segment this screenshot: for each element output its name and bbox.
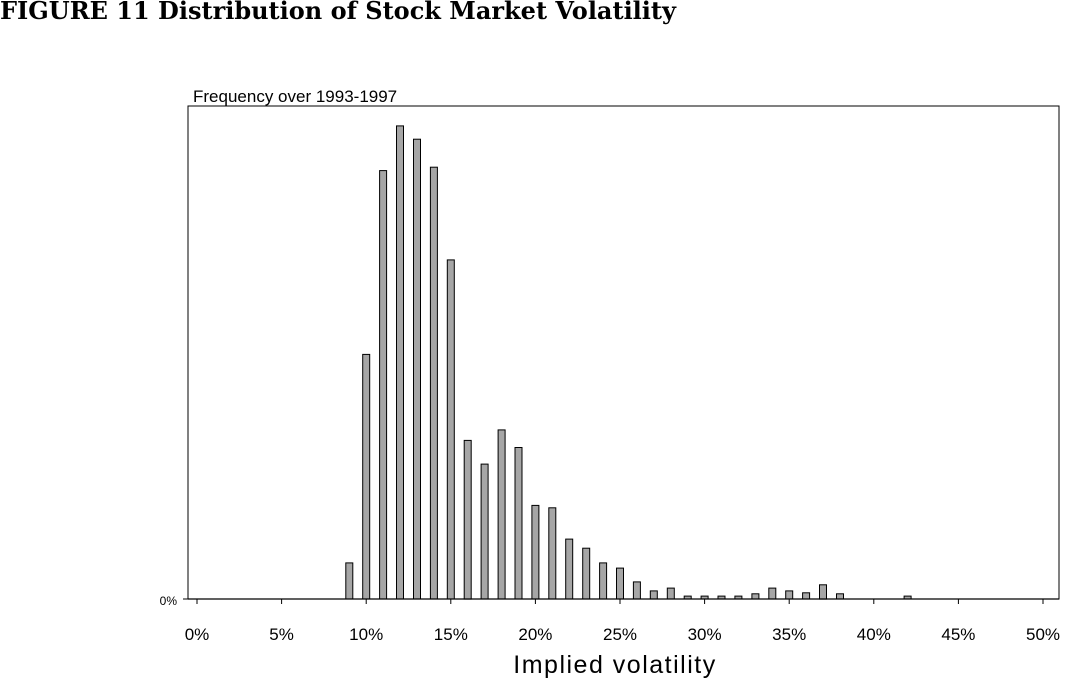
plot-area <box>187 105 1060 600</box>
histogram-bar <box>463 439 472 600</box>
histogram-bar <box>379 170 388 600</box>
histogram-bar <box>599 562 608 600</box>
x-tick-group: 0% 5% 10% 15% 20% 25% 30% 35% 40% 45% 50% <box>185 599 1060 644</box>
histogram-bar <box>666 587 675 600</box>
histogram-bar <box>802 592 811 600</box>
x-tick-label: 20% <box>518 625 552 644</box>
figure-title: FIGURE 11 Distribution of Stock Market V… <box>0 0 676 25</box>
x-tick-label: 15% <box>434 625 468 644</box>
histogram-bar <box>362 353 371 600</box>
x-tick-label: 45% <box>941 625 975 644</box>
histogram-bar <box>751 593 760 600</box>
histogram-bar <box>582 547 591 600</box>
histogram-bar <box>345 562 354 600</box>
histogram-bar <box>396 125 404 600</box>
histogram-bar <box>632 581 641 600</box>
x-tick-label: 30% <box>688 625 722 644</box>
histogram-bar <box>616 567 624 600</box>
x-tick-label: 10% <box>349 625 383 644</box>
histogram-bar <box>785 590 794 600</box>
x-tick-label: 40% <box>857 625 891 644</box>
histogram-bar <box>514 447 523 600</box>
x-axis-label: Implied volatility <box>513 651 716 679</box>
chart-subtitle: Frequency over 1993-1997 <box>193 87 397 106</box>
x-tick-label: 35% <box>772 625 806 644</box>
histogram-bar <box>819 584 827 600</box>
histogram-bar <box>768 587 777 600</box>
histogram-bar <box>497 429 506 600</box>
histogram-bar <box>446 259 455 600</box>
histogram-bar <box>548 507 557 600</box>
histogram-bar <box>531 504 540 600</box>
y-tick-label: 0% <box>160 594 178 608</box>
histogram-bar <box>649 590 658 600</box>
x-tick-label: 50% <box>1026 625 1060 644</box>
histogram-bar <box>413 138 421 600</box>
histogram-bar <box>429 166 438 600</box>
histogram-bar <box>480 463 489 600</box>
x-tick-label: 5% <box>269 625 294 644</box>
histogram-bar <box>836 593 844 600</box>
x-tick-label: 0% <box>185 625 210 644</box>
x-tick-label: 25% <box>603 625 637 644</box>
histogram-bar <box>565 538 574 600</box>
